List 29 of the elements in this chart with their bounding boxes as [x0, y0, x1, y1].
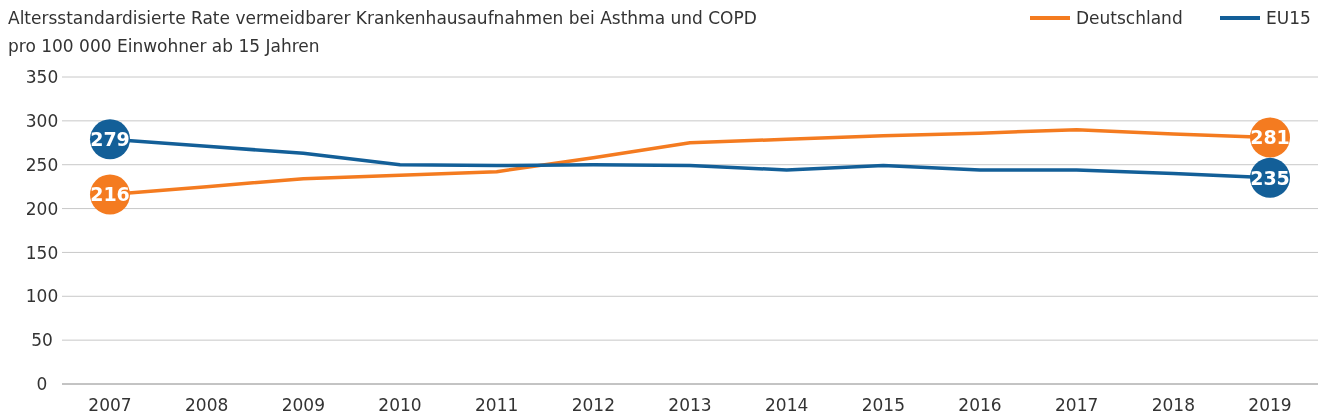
chart-subtitle: pro 100 000 Einwohner ab 15 Jahren — [8, 36, 320, 56]
x-tick-label: 2011 — [475, 395, 519, 415]
x-tick-label: 2015 — [861, 395, 905, 415]
x-tick-label: 2018 — [1151, 395, 1195, 415]
y-tick-label: 300 — [25, 110, 59, 131]
x-tick-label: 2009 — [281, 395, 325, 415]
y-tick-label: 350 — [25, 67, 59, 88]
y-tick-label: 50 — [31, 330, 53, 351]
x-tick-label: 2013 — [668, 395, 712, 415]
x-tick-label: 2014 — [765, 395, 809, 415]
data-label: 279 — [90, 128, 130, 151]
y-tick-label: 100 — [25, 286, 59, 307]
y-tick-label: 0 — [36, 374, 48, 395]
data-label: 235 — [1250, 166, 1290, 189]
data-label: 216 — [90, 183, 130, 206]
x-tick-label: 2016 — [958, 395, 1002, 415]
data-label: 281 — [1250, 126, 1290, 149]
x-tick-label: 2008 — [185, 395, 229, 415]
legend-label: Deutschland — [1076, 8, 1183, 28]
chart-title: Altersstandardisierte Rate vermeidbarer Krankenhausaufnahmen bei Asthma und COPD — [8, 8, 757, 28]
y-tick-label: 150 — [25, 242, 59, 263]
x-tick-label: 2010 — [378, 395, 422, 415]
y-tick-label: 200 — [25, 198, 59, 219]
x-tick-label: 2017 — [1055, 395, 1099, 415]
x-tick-label: 2007 — [88, 395, 132, 415]
y-tick-label: 250 — [25, 154, 59, 175]
legend-label: EU15 — [1266, 8, 1311, 28]
x-tick-label: 2012 — [571, 395, 615, 415]
x-tick-label: 2019 — [1248, 395, 1292, 415]
